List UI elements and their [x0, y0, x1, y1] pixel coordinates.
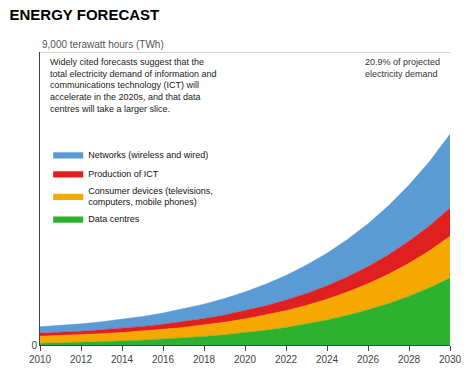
svg-text:2016: 2016	[152, 354, 175, 365]
svg-text:Consumer devices (televisions,: Consumer devices (televisions,computers,…	[88, 186, 213, 208]
svg-text:2024: 2024	[316, 354, 339, 365]
svg-text:2030: 2030	[439, 354, 462, 365]
svg-text:ENERGY FORECAST: ENERGY FORECAST	[9, 6, 159, 23]
svg-text:2022: 2022	[275, 354, 298, 365]
svg-text:Widely cited forecasts suggest: Widely cited forecasts suggest that thet…	[50, 57, 217, 114]
svg-text:20.9% of projectedelectricity: 20.9% of projectedelectricity demand	[365, 57, 440, 79]
svg-text:2010: 2010	[29, 354, 52, 365]
svg-text:Networks (wireless and wired): Networks (wireless and wired)	[88, 150, 208, 160]
svg-text:2012: 2012	[70, 354, 93, 365]
svg-text:9,000 terawatt hours (TWh): 9,000 terawatt hours (TWh)	[42, 39, 164, 50]
svg-text:Data centres: Data centres	[88, 214, 140, 224]
svg-text:0: 0	[31, 340, 37, 351]
svg-text:2020: 2020	[234, 354, 257, 365]
svg-text:Production of ICT: Production of ICT	[88, 169, 159, 179]
svg-text:2018: 2018	[193, 354, 216, 365]
svg-text:2026: 2026	[357, 354, 380, 365]
svg-text:2014: 2014	[111, 354, 134, 365]
svg-text:2028: 2028	[398, 354, 421, 365]
